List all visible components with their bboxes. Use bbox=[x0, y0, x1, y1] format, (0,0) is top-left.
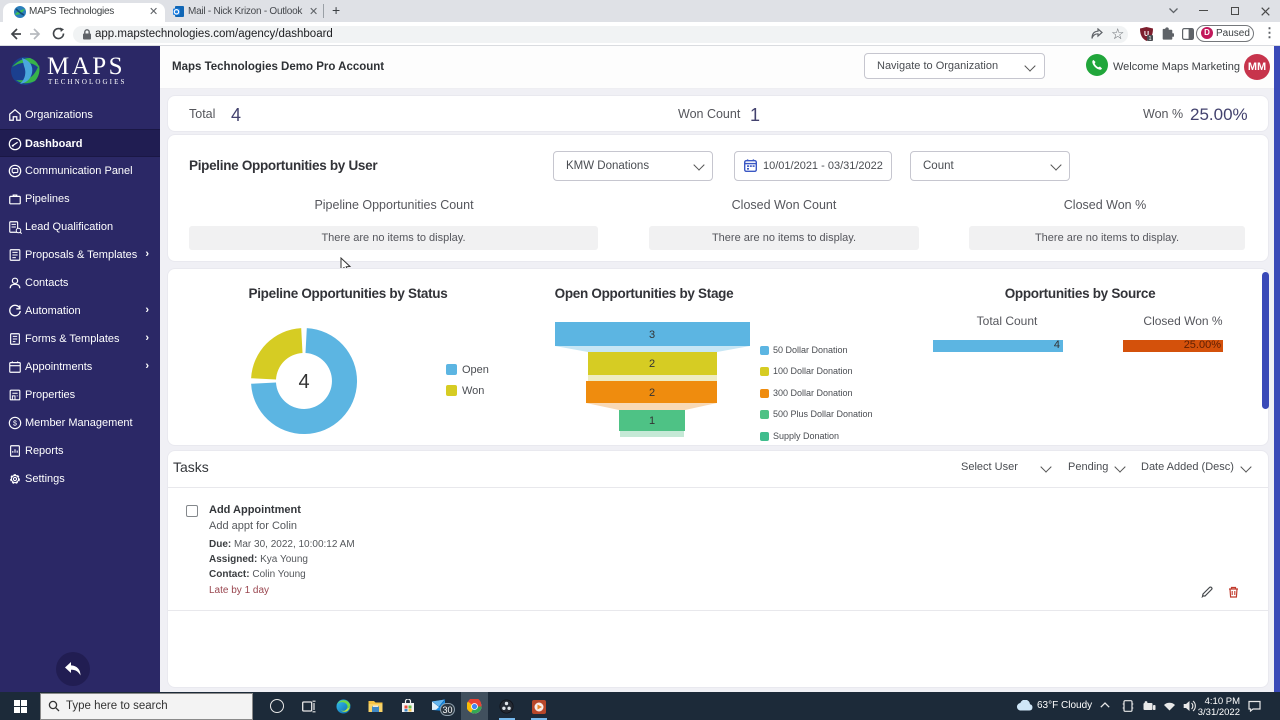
svg-text:$: $ bbox=[13, 421, 17, 428]
svg-text:2: 2 bbox=[649, 387, 655, 399]
svg-text:2: 2 bbox=[649, 358, 655, 370]
svg-text:3: 3 bbox=[649, 329, 655, 341]
svg-text:1: 1 bbox=[1148, 36, 1151, 41]
svg-text:U: U bbox=[1144, 31, 1149, 38]
svg-text:1: 1 bbox=[649, 415, 655, 427]
svg-text:4: 4 bbox=[298, 371, 309, 393]
